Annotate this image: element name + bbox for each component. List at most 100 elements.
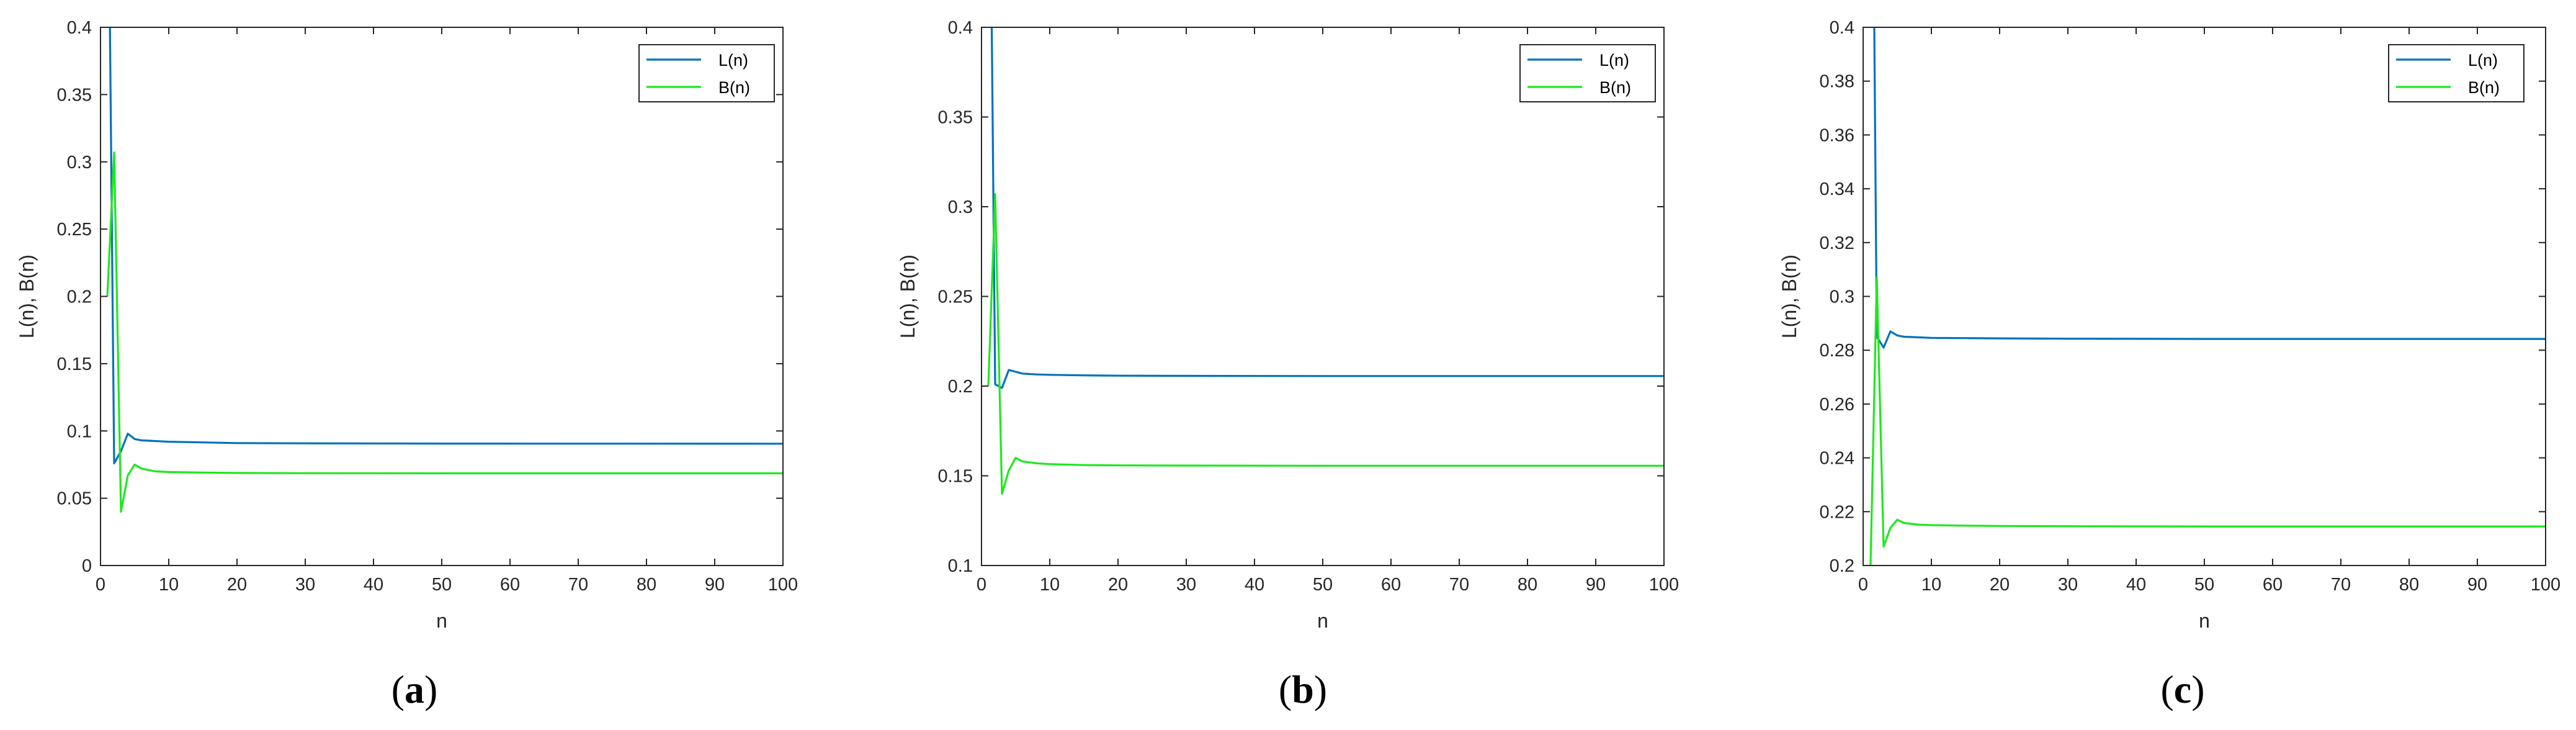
legend-label: L(n) — [2468, 51, 2498, 70]
y-tick-label: 0.38 — [1820, 72, 1854, 92]
x-tick-label: 0 — [96, 575, 105, 595]
panel-caption: (b) — [1279, 667, 1327, 711]
x-tick-label: 80 — [2399, 575, 2419, 595]
x-axis-label: n — [2199, 610, 2210, 632]
x-tick-label: 80 — [637, 575, 656, 595]
y-tick-label: 0.26 — [1820, 395, 1854, 415]
legend-box — [2388, 44, 2525, 102]
series-line-bn — [987, 193, 1664, 495]
caption-letter: c — [2174, 667, 2191, 711]
x-tick-label: 10 — [159, 575, 179, 595]
series-line-bn — [1869, 276, 2546, 566]
x-tick-label: 30 — [295, 575, 315, 595]
y-tick-label: 0.15 — [57, 354, 92, 374]
x-tick-label: 40 — [1245, 575, 1264, 595]
caption-paren-open: ( — [2160, 667, 2173, 711]
y-tick-label: 0.4 — [1830, 18, 1854, 38]
y-tick-label: 0.05 — [57, 489, 92, 509]
y-tick-label: 0.2 — [948, 377, 973, 397]
y-tick-label: 0.3 — [67, 153, 92, 173]
series-line-ln — [990, 27, 1664, 389]
x-tick-label: 100 — [768, 575, 798, 595]
caption-paren-open: ( — [1279, 667, 1292, 711]
x-axis-label: n — [1317, 610, 1328, 632]
y-tick-label: 0.1 — [948, 556, 973, 576]
series-line-ln — [1873, 27, 2546, 349]
legend-box — [638, 44, 775, 102]
x-tick-label: 100 — [1649, 575, 1679, 595]
chart-panel-c: 0 10 20 30 40 50 60 70 80 90 100 0.2 0.22 0.24 0.26 0.2… — [1778, 18, 2560, 711]
x-tick-label: 20 — [1108, 575, 1128, 595]
caption-paren-close: ) — [424, 667, 437, 711]
legend-label: L(n) — [1599, 51, 1629, 70]
legend-label: B(n) — [718, 78, 750, 97]
chart-panel-b: 0 10 20 30 40 50 60 70 80 90 100 0.1 0.15 0.2 0.25 0.3 0… — [897, 18, 1679, 711]
x-tick-label: 70 — [568, 575, 588, 595]
caption-paren-open: ( — [391, 667, 405, 711]
caption-letter: a — [405, 667, 424, 711]
axes-box — [100, 27, 784, 566]
axes-box — [1863, 27, 2546, 566]
caption-letter: b — [1292, 667, 1314, 711]
x-tick-label: 30 — [1176, 575, 1196, 595]
axes-box — [981, 27, 1665, 566]
y-tick-label: 0.3 — [948, 197, 973, 217]
x-tick-label: 40 — [364, 575, 383, 595]
x-tick-label: 90 — [1586, 575, 1606, 595]
y-tick-label: 0.34 — [1820, 179, 1854, 199]
y-tick-label: 0.4 — [67, 18, 92, 38]
x-tick-label: 60 — [500, 575, 520, 595]
y-tick-label: 0.28 — [1820, 341, 1854, 361]
legend-label: L(n) — [718, 51, 748, 70]
y-tick-label: 0.1 — [67, 421, 92, 441]
x-tick-label: 70 — [1449, 575, 1469, 595]
x-tick-label: 20 — [227, 575, 247, 595]
caption-paren-close: ) — [1314, 667, 1327, 711]
legend-box — [1519, 44, 1656, 102]
legend: L(n) B(n) — [1519, 44, 1656, 102]
x-tick-label: 10 — [1040, 575, 1060, 595]
x-tick-label: 80 — [1518, 575, 1537, 595]
y-axis-label: L(n), B(n) — [897, 255, 919, 338]
x-tick-label: 100 — [2531, 575, 2560, 595]
x-tick-label: 40 — [2126, 575, 2146, 595]
x-tick-label: 30 — [2058, 575, 2078, 595]
y-tick-label: 0.22 — [1820, 502, 1854, 522]
y-tick-label: 0.25 — [938, 287, 973, 307]
y-tick-label: 0.36 — [1820, 125, 1854, 145]
legend-label: B(n) — [2468, 78, 2500, 97]
series-line-bn — [106, 151, 783, 513]
panel-caption: (c) — [2160, 667, 2204, 711]
x-tick-label: 0 — [977, 575, 986, 595]
legend: L(n) B(n) — [638, 44, 775, 102]
series-line-ln — [109, 27, 783, 464]
y-tick-label: 0.2 — [1830, 556, 1854, 576]
legend-label: B(n) — [1599, 78, 1631, 97]
x-tick-label: 90 — [2467, 575, 2487, 595]
y-axis-label: L(n), B(n) — [1778, 255, 1800, 338]
x-tick-label: 50 — [1313, 575, 1333, 595]
y-tick-label: 0.15 — [938, 467, 973, 487]
y-tick-label: 0.3 — [1830, 287, 1854, 307]
legend: L(n) B(n) — [2388, 44, 2525, 102]
x-tick-label: 50 — [432, 575, 452, 595]
y-axis-label: L(n), B(n) — [16, 255, 38, 338]
y-tick-label: 0.2 — [67, 287, 92, 307]
x-tick-label: 10 — [1921, 575, 1941, 595]
x-tick-label: 0 — [1858, 575, 1868, 595]
x-axis-label: n — [436, 610, 447, 632]
y-tick-label: 0.25 — [57, 220, 92, 240]
x-tick-label: 60 — [2263, 575, 2283, 595]
caption-paren-close: ) — [2191, 667, 2204, 711]
x-tick-label: 70 — [2331, 575, 2351, 595]
chart-panel-a: 0 10 20 30 40 50 60 70 80 90 100 0 0.05 0.1 0.15 0.2 0.2… — [16, 18, 798, 711]
y-tick-label: 0.35 — [938, 108, 973, 128]
y-tick-label: 0 — [82, 556, 92, 576]
x-tick-label: 50 — [2194, 575, 2214, 595]
y-tick-label: 0.32 — [1820, 233, 1854, 253]
x-tick-label: 90 — [705, 575, 725, 595]
y-tick-label: 0.24 — [1820, 449, 1854, 469]
x-tick-label: 60 — [1381, 575, 1401, 595]
panel-caption: (a) — [391, 667, 438, 711]
